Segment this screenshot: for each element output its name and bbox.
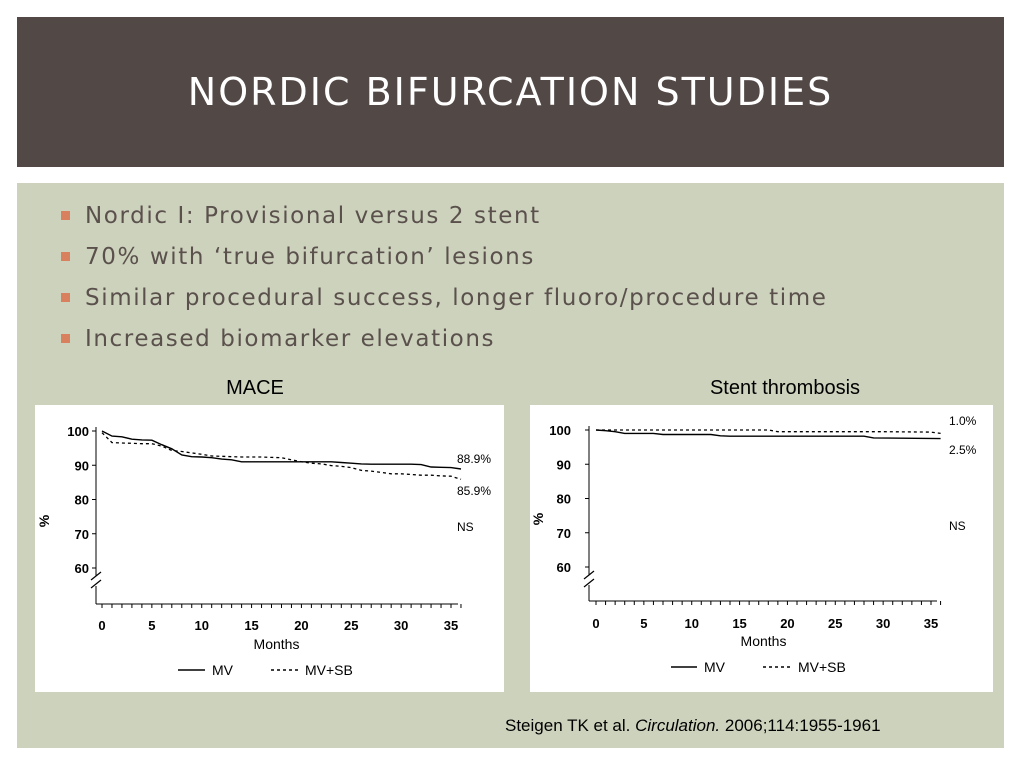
- annotation-label: NS: [457, 520, 474, 534]
- annotation-label: 1.0%: [949, 414, 977, 428]
- y-tick-label: 100: [549, 423, 571, 438]
- annotation-label: 88.9%: [457, 452, 491, 466]
- y-tick-label: 100: [67, 424, 89, 439]
- x-tick-label: 20: [780, 616, 794, 631]
- x-tick-label: 5: [148, 618, 155, 633]
- x-axis-label: Months: [254, 636, 300, 652]
- x-tick-label: 30: [876, 616, 890, 631]
- annotation-label: 85.9%: [457, 484, 491, 498]
- x-tick-label: 30: [394, 618, 408, 633]
- axis-break-mark: [90, 579, 102, 589]
- x-tick-label: 15: [244, 618, 258, 633]
- chart-title-mace: MACE: [226, 377, 284, 399]
- y-tick-label: 90: [75, 458, 89, 473]
- x-tick-label: 25: [344, 618, 358, 633]
- citation: Steigen TK et al. Circulation. 2006;114:…: [505, 716, 881, 736]
- x-tick-label: 25: [828, 616, 842, 631]
- legend-label-mv-sb: MV+SB: [798, 659, 846, 675]
- y-tick-label: 80: [75, 493, 89, 508]
- bullet-square-icon: [61, 252, 70, 261]
- legend-label-mv: MV: [212, 662, 234, 678]
- annotation-label: 2.5%: [949, 443, 977, 457]
- series-line-mv-sb: [596, 429, 941, 435]
- series-line-mv: [101, 430, 462, 470]
- bullet-text: Nordic I: Provisional versus 2 stent: [85, 203, 541, 229]
- y-tick-label: 70: [75, 527, 89, 542]
- legend-label-mv: MV: [704, 659, 726, 675]
- chart-title-stent-thrombosis: Stent thrombosis: [709, 377, 861, 399]
- x-tick-label: 10: [194, 618, 208, 633]
- citation-ref: 2006;114:1955-1961: [720, 716, 881, 735]
- bullet-text: Similar procedural success, longer fluor…: [85, 285, 828, 311]
- y-tick-label: 60: [75, 561, 89, 576]
- x-tick-label: 5: [640, 616, 647, 631]
- bullet-item: 70% with ‘true bifurcation’ lesions: [61, 242, 828, 283]
- y-tick-label: 90: [557, 457, 571, 472]
- series-line-mv-sb: [101, 432, 462, 480]
- chart-stent-thrombosis: 60 70 80 90 100 0 5 10 15 20 25 30 35 Months% 1.0% 2.5%…: [530, 414, 977, 675]
- y-axis-label: %: [530, 512, 546, 525]
- legend-label-mv-sb: MV+SB: [305, 662, 353, 678]
- slide-title: NORDIC BIFURCATION STUDIES: [187, 70, 834, 114]
- title-bar: NORDIC BIFURCATION STUDIES: [17, 17, 1004, 167]
- x-tick-label: 0: [98, 618, 105, 633]
- x-tick-label: 15: [732, 616, 746, 631]
- bullet-square-icon: [61, 211, 70, 220]
- x-axis-label: Months: [741, 633, 787, 649]
- x-tick-label: 10: [684, 616, 698, 631]
- x-tick-label: 35: [444, 618, 458, 633]
- x-tick-label: 20: [294, 618, 308, 633]
- bullet-text: 70% with ‘true bifurcation’ lesions: [85, 244, 535, 270]
- axis-break-mark: [583, 570, 595, 580]
- series-line-mv: [595, 429, 941, 440]
- chart-panel-mace: 60 70 80 90 100 0 5 10 15 20 25 30 35 Months% 88.9% 85.…: [35, 405, 504, 692]
- x-tick-label: 35: [924, 616, 938, 631]
- chart-mace: 60 70 80 90 100 0 5 10 15 20 25 30 35 Months% 88.9% 85.…: [36, 424, 491, 678]
- chart-panel-stent-thrombosis: 60 70 80 90 100 0 5 10 15 20 25 30 35 Months% 1.0% 2.5%…: [530, 405, 993, 692]
- bullet-square-icon: [61, 334, 70, 343]
- bullet-item: Nordic I: Provisional versus 2 stent: [61, 201, 828, 242]
- axis-break-mark: [90, 571, 102, 581]
- bullet-square-icon: [61, 293, 70, 302]
- bullet-item: Increased biomarker elevations: [61, 324, 828, 365]
- bullet-text: Increased biomarker elevations: [85, 326, 496, 352]
- x-tick-label: 0: [592, 616, 599, 631]
- y-tick-label: 70: [557, 526, 571, 541]
- annotation-label: NS: [949, 519, 966, 533]
- axis-break-mark: [583, 578, 595, 588]
- bullet-item: Similar procedural success, longer fluor…: [61, 283, 828, 324]
- y-axis-label: %: [36, 514, 52, 527]
- citation-authors: Steigen TK et al.: [505, 716, 636, 735]
- bullet-list: Nordic I: Provisional versus 2 stent 70%…: [61, 201, 828, 365]
- y-tick-label: 80: [557, 492, 571, 507]
- y-tick-label: 60: [557, 560, 571, 575]
- citation-journal: Circulation.: [635, 716, 721, 735]
